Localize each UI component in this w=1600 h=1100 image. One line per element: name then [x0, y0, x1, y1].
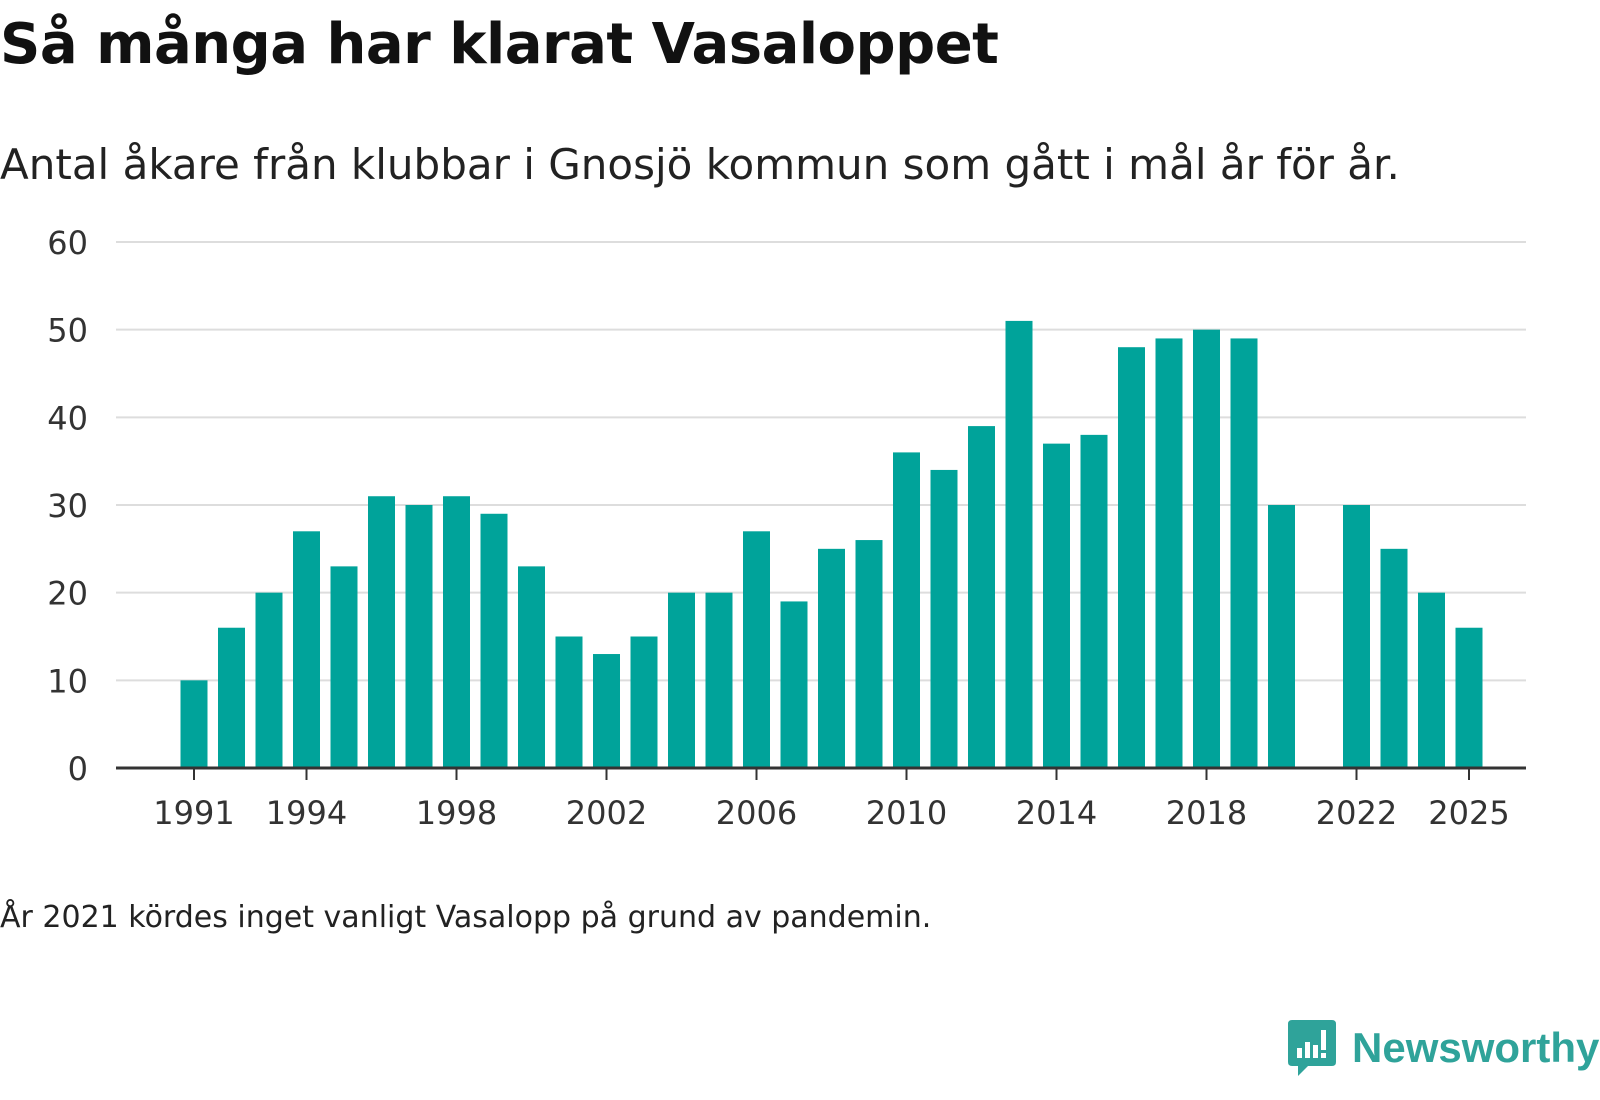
x-tick-label: 2025	[1428, 794, 1509, 832]
y-tick-label: 40	[47, 399, 88, 437]
bar-2015	[1080, 434, 1108, 768]
bar-2008	[818, 548, 845, 768]
x-tick-label: 2022	[1316, 794, 1397, 832]
bar-1998	[443, 496, 470, 768]
bar-2014	[1043, 443, 1070, 768]
bar-1997	[405, 505, 433, 768]
x-tick-label: 1998	[416, 794, 497, 832]
y-tick-label: 30	[47, 487, 88, 525]
bar-2013	[1005, 320, 1033, 768]
bar-2006	[743, 531, 770, 768]
bar-2005	[705, 592, 733, 768]
x-tick-label: 2018	[1166, 794, 1247, 832]
bar-1994	[293, 531, 320, 768]
bar-2002	[593, 654, 620, 768]
y-tick-label: 50	[47, 312, 88, 350]
bar-1991	[180, 680, 208, 768]
footnote: År 2021 kördes inget vanligt Vasalopp på…	[0, 900, 932, 935]
bar-2018	[1193, 329, 1220, 768]
y-tick-label: 0	[68, 750, 88, 788]
bar-1993	[255, 592, 283, 768]
bar-2012	[968, 426, 995, 768]
bar-2016	[1118, 347, 1145, 768]
bar-2023	[1380, 548, 1408, 768]
y-axis-labels: 0 10 20 30 40 50 60	[47, 224, 88, 788]
x-tick-label: 2002	[566, 794, 647, 832]
newsworthy-logo-icon	[1288, 1020, 1336, 1076]
bar-2025	[1455, 627, 1483, 768]
newsworthy-logo: Newsworthy	[1286, 1018, 1599, 1078]
y-tick-label: 10	[47, 662, 88, 700]
bar-1996	[368, 496, 395, 768]
bar-2011	[930, 469, 958, 768]
bar-2009	[855, 540, 883, 768]
logo-text: Newsworthy	[1352, 1024, 1600, 1071]
bar-2000	[518, 566, 545, 768]
x-tick-label: 2014	[1016, 794, 1097, 832]
bar-2003	[630, 636, 658, 768]
x-tick-label: 2006	[716, 794, 797, 832]
bar-2017	[1155, 338, 1183, 768]
chart-title: Så många har klarat Vasaloppet	[0, 12, 999, 77]
y-tick-label: 20	[47, 575, 88, 613]
bar-chart: 0 10 20 30 40 50 60 1991 1994 1998 2002 2006 2010 20…	[47, 224, 1526, 832]
x-tick-label: 2010	[866, 794, 947, 832]
x-axis: 1991 1994 1998 2002 2006 2010 2014 2018 2022 2025	[116, 766, 1526, 832]
bar-2004	[668, 592, 695, 768]
bar-2022	[1343, 505, 1370, 768]
bar-2007	[780, 601, 808, 768]
bars	[180, 320, 1483, 768]
bar-1995	[330, 566, 358, 768]
bar-2019	[1230, 338, 1258, 768]
bar-1999	[480, 513, 508, 768]
chart-subtitle: Antal åkare från klubbar i Gnosjö kommun…	[0, 140, 1400, 189]
y-tick-label: 60	[47, 224, 88, 262]
bar-2024	[1418, 592, 1445, 768]
x-tick-label: 1994	[266, 794, 347, 832]
x-tick-label: 1991	[153, 794, 234, 832]
bar-1992	[218, 627, 245, 768]
bar-2001	[555, 636, 583, 768]
bar-2020	[1268, 505, 1295, 768]
bar-2010	[893, 452, 920, 768]
